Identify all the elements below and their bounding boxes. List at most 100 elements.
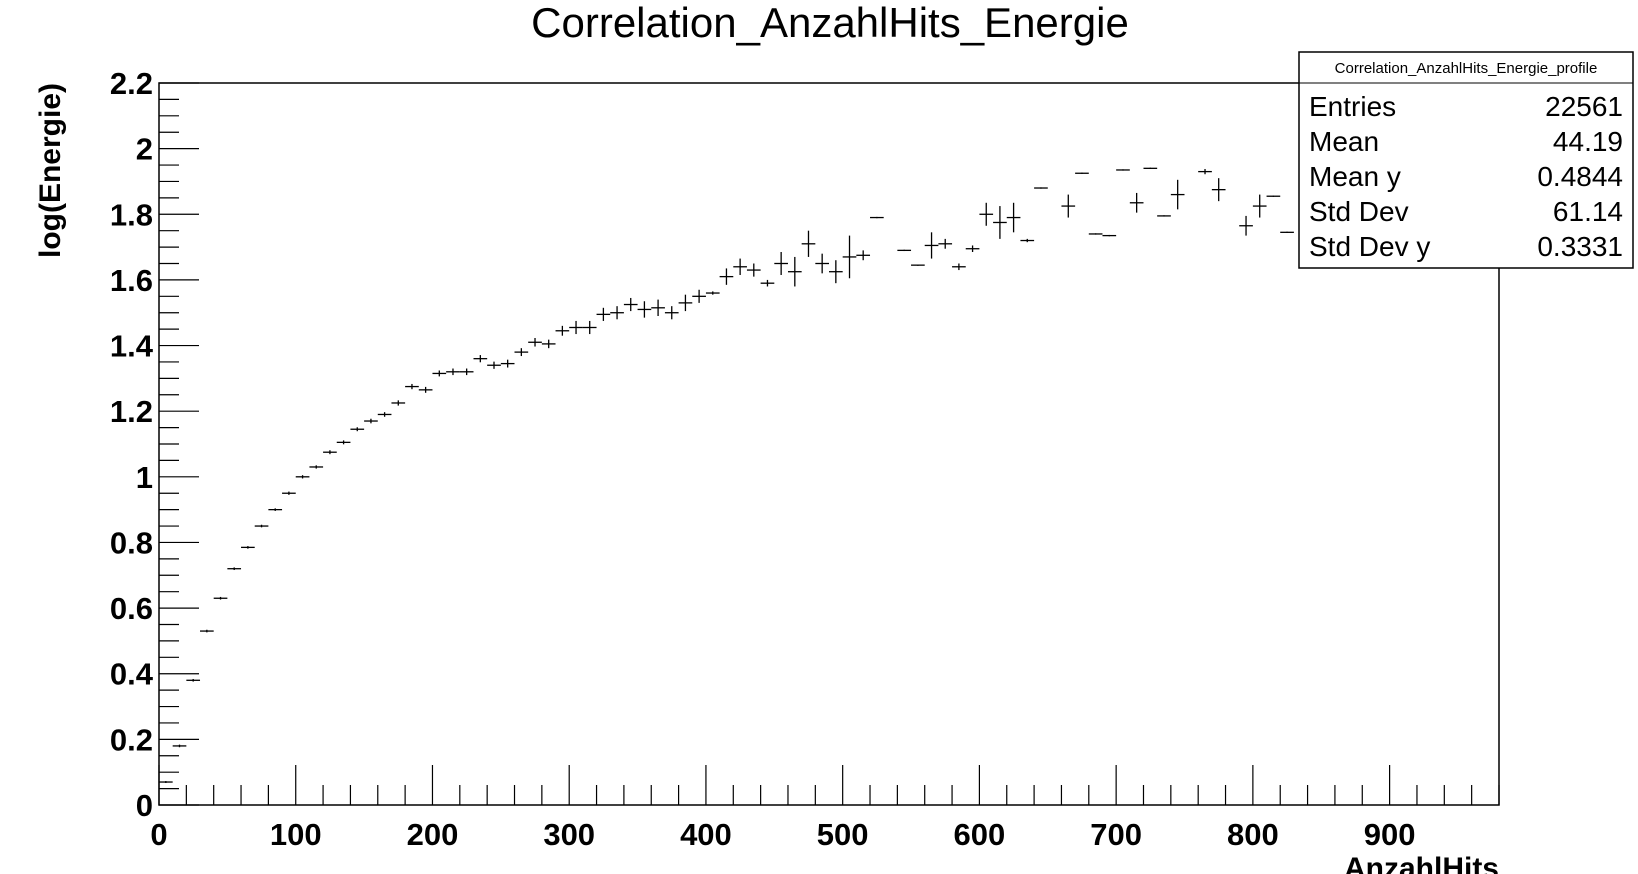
data-point: [213, 596, 228, 600]
data-point: [1102, 234, 1117, 237]
data-point: [1280, 231, 1294, 233]
data-point: [432, 370, 447, 377]
data-point: [268, 508, 283, 511]
data-point: [596, 307, 611, 321]
data-point: [911, 264, 925, 266]
data-points: [159, 167, 1294, 784]
data-point: [733, 258, 747, 275]
x-tick-label: 100: [270, 817, 322, 852]
x-axis-ticks: 0 100 200 300 400 500 600 700 800 900: [150, 765, 1500, 852]
stats-box-frame: [1298, 51, 1634, 269]
data-point: [842, 235, 857, 279]
data-point: [897, 249, 912, 252]
data-point: [364, 418, 378, 424]
y-axis-title: log(Energie): [34, 83, 67, 258]
data-point: [350, 427, 365, 432]
data-point: [623, 297, 638, 312]
data-point: [323, 450, 337, 455]
y-tick-label: 0.2: [110, 722, 153, 757]
stat-label: Std Dev y: [1309, 231, 1430, 262]
data-point: [241, 546, 255, 549]
stat-value: 0.4844: [1537, 161, 1623, 192]
y-tick-label: 0.8: [110, 525, 153, 560]
data-point: [569, 320, 583, 335]
data-point: [829, 260, 843, 284]
data-point: [282, 491, 296, 495]
data-point: [678, 294, 693, 312]
stat-label: Std Dev: [1309, 196, 1409, 227]
data-point: [1252, 194, 1267, 218]
x-tick-label: 800: [1227, 817, 1279, 852]
data-point: [500, 359, 515, 368]
stats-box: Correlation_AnzahlHits_Energie_profile E…: [1298, 51, 1634, 269]
y-tick-label: 1.6: [110, 263, 153, 298]
data-point: [227, 567, 242, 571]
data-point: [186, 678, 201, 682]
y-tick-label: 0.4: [110, 657, 154, 692]
data-point: [159, 781, 173, 784]
y-tick-label: 1.2: [110, 394, 153, 429]
data-point: [405, 383, 419, 390]
data-point: [787, 256, 802, 287]
x-tick-label: 300: [543, 817, 595, 852]
x-tick-label: 200: [407, 817, 459, 852]
x-tick-label: 0: [150, 817, 167, 852]
data-point: [1266, 195, 1281, 197]
data-point: [377, 412, 392, 417]
data-point: [1061, 194, 1076, 218]
data-point: [336, 440, 351, 445]
plot-frame: [158, 82, 1500, 806]
data-point: [705, 291, 720, 295]
data-point: [774, 252, 788, 275]
x-tick-label: 700: [1090, 817, 1142, 852]
data-point: [870, 216, 884, 219]
data-point: [815, 253, 829, 274]
data-point: [1020, 238, 1035, 243]
data-point: [938, 238, 953, 249]
stat-label: Mean: [1309, 126, 1379, 157]
data-point: [418, 386, 433, 393]
data-point: [1129, 192, 1144, 213]
y-tick-label: 1.8: [110, 197, 153, 232]
data-point: [541, 339, 556, 349]
data-point: [1239, 215, 1253, 236]
data-point: [719, 268, 734, 285]
stats-box-rows: Entries 22561 Mean 44.19 Mean y 0.4844 Std Dev…: [1309, 91, 1623, 262]
data-point: [1088, 233, 1103, 235]
chart-title: Correlation_AnzahlHits_Energie: [531, 0, 1129, 46]
stat-value: 0.3331: [1537, 231, 1623, 262]
data-point: [760, 279, 775, 287]
stats-box-title: Correlation_AnzahlHits_Energie_profile: [1335, 60, 1598, 77]
data-point: [610, 306, 624, 320]
x-tick-label: 900: [1364, 817, 1416, 852]
data-point: [979, 202, 994, 226]
y-axis-ticks: 0 0.2 0.4 0.6 0.8 1 1.2 1.4 1.6 1.8 2 2.2: [110, 66, 199, 823]
data-point: [952, 263, 966, 271]
stat-value: 44.19: [1553, 126, 1623, 157]
data-point: [651, 299, 665, 317]
data-point: [692, 289, 706, 303]
stat-value: 61.14: [1553, 196, 1623, 227]
data-point: [1116, 169, 1130, 171]
data-point: [746, 263, 761, 277]
data-point: [1075, 172, 1089, 174]
data-point: [1006, 202, 1021, 233]
data-point: [1170, 179, 1185, 210]
x-tick-label: 600: [954, 817, 1006, 852]
data-point: [172, 744, 187, 748]
data-point: [582, 320, 597, 335]
data-point: [965, 245, 980, 253]
x-tick-label: 500: [817, 817, 869, 852]
data-point: [637, 301, 652, 318]
data-point: [295, 475, 310, 479]
x-tick-label: 400: [680, 817, 732, 852]
data-point: [924, 232, 939, 259]
data-point: [391, 400, 406, 406]
stat-value: 22561: [1545, 91, 1623, 122]
data-point: [487, 361, 501, 369]
data-point: [1143, 167, 1158, 169]
data-point: [200, 629, 214, 633]
data-point: [801, 230, 816, 257]
data-point: [473, 355, 488, 363]
